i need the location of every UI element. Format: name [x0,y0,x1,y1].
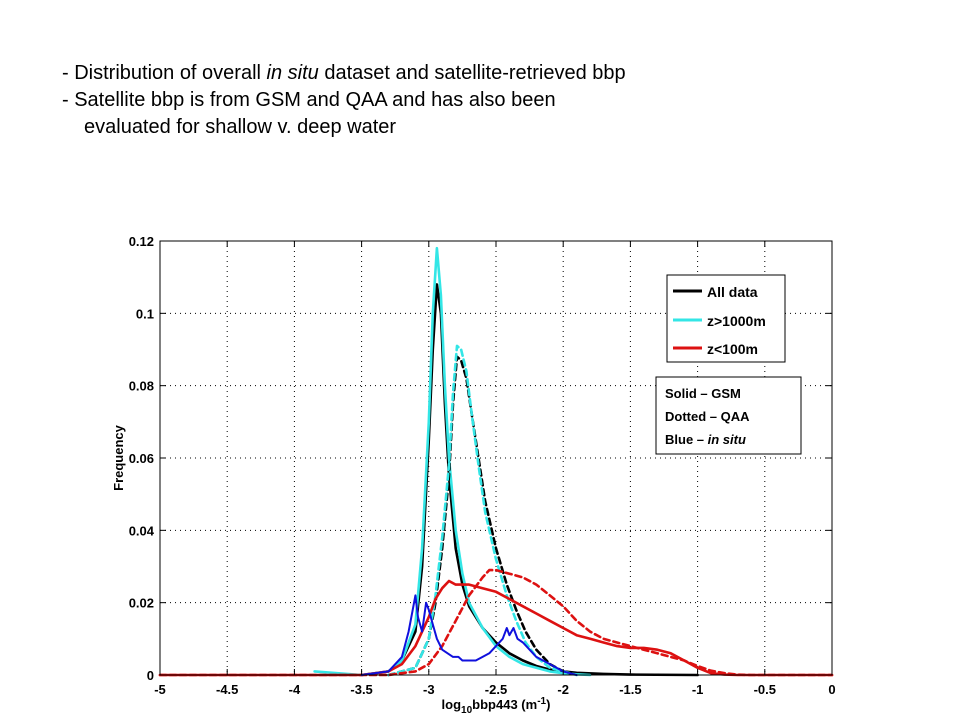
x-label-end: ) [546,697,550,712]
y-tick-label: 0 [147,668,154,683]
bullet-2: - Satellite bbp is from GSM and QAA and … [62,87,626,114]
series-qaa-z-100m-line [158,568,834,677]
y-tick-label: 0.12 [129,234,154,249]
bullet-1-italic: in situ [266,62,319,84]
x-label-base: log [442,697,462,712]
x-tick-label: -2.5 [485,682,507,697]
y-tick-label: 0.04 [129,523,155,538]
y-tick-label: 0.02 [129,596,154,611]
series-layer [158,246,834,677]
x-tick-label: 0 [828,682,835,697]
x-axis-label: log10bbp443 (m-1) [442,696,551,716]
legend-label-all-data: All data [707,284,758,300]
y-tick-label: 0.06 [129,451,154,466]
series-gsm-z-1000m-line [313,246,592,677]
x-tick-label: -2 [557,682,569,697]
note-line-blue: Blue – in situ [665,432,746,447]
tick-labels: -5 -4.5 -4 -3.5 -3 -2.5 -2 -1.5 -1 -0.5 0 0 0.02 0.04… [129,234,836,697]
x-label-sup: -1 [537,696,546,707]
x-label-mid: bbp443 (m [472,697,537,712]
x-tick-label: -4 [289,682,301,697]
x-tick-label: -0.5 [754,682,776,697]
x-tick-label: -1.5 [619,682,641,697]
x-tick-label: -3.5 [350,682,372,697]
bullet-2-continuation: evaluated for shallow v. deep water [62,114,626,141]
x-label-sub: 10 [461,705,473,716]
note-blue-italic: in situ [708,432,746,447]
note-blue-prefix: Blue – [665,432,708,447]
x-tick-label: -3 [423,682,435,697]
x-tick-label: -5 [154,682,166,697]
legend: All data z>1000m z<100m [666,274,786,363]
y-axis-label: Frequency [111,424,126,491]
series-in-situ-all-data-line [360,594,578,676]
note-line-dotted: Dotted – QAA [665,409,750,424]
line-style-note: Solid – GSM Dotted – QAA Blue – in situ [655,376,802,455]
bullet-1-prefix: - Distribution of overall [62,62,267,84]
legend-label-shallow: z<100m [707,341,758,357]
bullet-1-suffix: dataset and satellite-retrieved bbp [318,62,626,84]
bullet-3-text: evaluated for shallow v. deep water [84,116,397,138]
y-tick-label: 0.08 [129,379,154,394]
x-tick-label: -4.5 [216,682,238,697]
series-gsm-z-100m-line [158,579,834,677]
ticks [159,240,833,676]
bullet-2-text: - Satellite bbp is from GSM and QAA and … [62,89,556,111]
y-tick-label: 0.1 [136,306,154,321]
legend-label-deep: z>1000m [707,313,766,329]
note-line-solid: Solid – GSM [665,386,741,401]
x-tick-label: -1 [692,682,704,697]
slide-text: - Distribution of overall in situ datase… [62,60,626,141]
bullet-1: - Distribution of overall in situ datase… [62,60,626,87]
note-box [655,376,802,455]
